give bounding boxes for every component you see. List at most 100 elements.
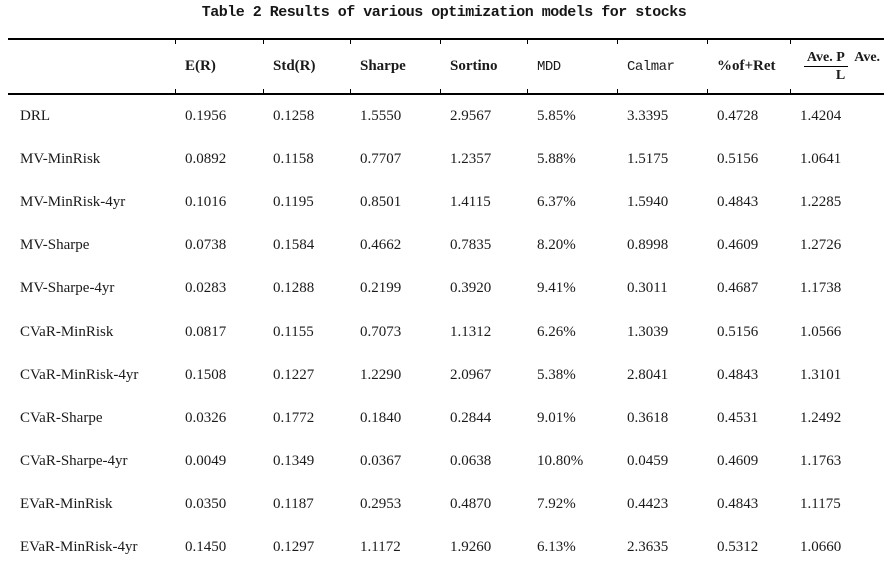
cell-value: 0.0326: [185, 409, 227, 426]
table-row: CVaR-MinRisk 0.0817 0.1155 0.7073 1.1312 6.26…: [8, 310, 884, 353]
header-sharpe: Sharpe: [360, 58, 406, 74]
cell-value: 6.26%: [537, 323, 576, 340]
column-boundary-tick: [617, 40, 618, 44]
row-label-model: MV-MinRisk-4yr: [20, 194, 126, 211]
cell-value: 0.2844: [450, 409, 492, 426]
cell-value: 0.2953: [360, 495, 402, 512]
fraction-numerator: Ave. P: [803, 50, 848, 67]
column-boundary-tick: [790, 40, 791, 44]
column-boundary-tick: [175, 40, 176, 44]
cell-value: 0.0049: [185, 452, 227, 469]
cell-value: 0.1772: [273, 409, 315, 426]
table-header-row: E(R) Std(R) Sharpe Sortino MDD Calmar %o…: [8, 38, 884, 95]
cell-value: 0.1956: [185, 108, 227, 125]
cell-value: 2.3635: [627, 538, 669, 555]
header-pct-positive-return: %of+Ret: [717, 58, 776, 74]
cell-value: 0.1227: [273, 366, 315, 383]
table-row: DRL 0.1956 0.1258 1.5550 2.9567 5.85% 3.3395 0.…: [8, 95, 884, 138]
cell-value: 0.7707: [360, 151, 402, 168]
cell-value: 0.5156: [717, 151, 759, 168]
column-boundary-tick: [617, 89, 618, 93]
cell-value: 3.3395: [627, 108, 669, 125]
cell-value: 1.3101: [800, 366, 842, 383]
column-boundary-tick: [350, 40, 351, 44]
header-avep-over-avel: Ave. P Ave. L: [790, 49, 884, 84]
table-row: CVaR-MinRisk-4yr 0.1508 0.1227 1.2290 2.0967…: [8, 354, 884, 397]
cell-value: 8.20%: [537, 237, 576, 254]
table-row: EVaR-MinRisk-4yr 0.1450 0.1297 1.1172 1.9260…: [8, 526, 884, 569]
row-label-model: MV-MinRisk: [20, 151, 101, 168]
table-row: MV-MinRisk 0.0892 0.1158 0.7707 1.2357 5.88% 1…: [8, 138, 884, 181]
cell-value: 0.1288: [273, 280, 315, 297]
column-boundary-tick: [707, 89, 708, 93]
table-caption: Table 2 Results of various optimization …: [201, 4, 687, 21]
cell-value: 0.5312: [717, 538, 759, 555]
cell-value: 1.9260: [450, 538, 492, 555]
cell-value: 0.2199: [360, 280, 402, 297]
cell-value: 0.4843: [717, 495, 759, 512]
cell-value: 1.0660: [800, 538, 842, 555]
cell-value: 1.5940: [627, 194, 669, 211]
cell-value: 1.0641: [800, 151, 842, 168]
column-boundary-tick: [350, 89, 351, 93]
cell-value: 1.2285: [800, 194, 842, 211]
cell-value: 0.7835: [450, 237, 492, 254]
cell-value: 0.0367: [360, 452, 402, 469]
cell-value: 0.0459: [627, 452, 669, 469]
cell-value: 1.2290: [360, 366, 402, 383]
cell-value: 2.0967: [450, 366, 492, 383]
cell-value: 1.1175: [800, 495, 841, 512]
column-boundary-tick: [263, 40, 264, 44]
cell-value: 1.0566: [800, 323, 842, 340]
cell-value: 6.13%: [537, 538, 576, 555]
column-boundary-tick: [263, 89, 264, 93]
cell-value: 0.4687: [717, 280, 759, 297]
cell-value: 0.1016: [185, 194, 227, 211]
cell-value: 0.1840: [360, 409, 402, 426]
row-label-model: CVaR-MinRisk: [20, 323, 114, 340]
cell-value: 1.2726: [800, 237, 842, 254]
cell-value: 0.0738: [185, 237, 227, 254]
cell-value: 1.2357: [450, 151, 492, 168]
cell-value: 0.1297: [273, 538, 315, 555]
cell-value: 0.1195: [273, 194, 314, 211]
cell-value: 9.41%: [537, 280, 576, 297]
table-row: MV-Sharpe 0.0738 0.1584 0.4662 0.7835 8.20% 0.…: [8, 224, 884, 267]
cell-value: 0.1258: [273, 108, 315, 125]
row-label-model: CVaR-Sharpe: [20, 409, 103, 426]
cell-value: 0.4870: [450, 495, 492, 512]
cell-value: 0.0350: [185, 495, 227, 512]
cell-value: 0.8998: [627, 237, 669, 254]
cell-value: 0.4728: [717, 108, 759, 125]
cell-value: 0.7073: [360, 323, 402, 340]
cell-value: 0.4423: [627, 495, 669, 512]
table-row: MV-MinRisk-4yr 0.1016 0.1195 0.8501 1.4115 6.…: [8, 181, 884, 224]
column-boundary-tick: [440, 40, 441, 44]
cell-value: 7.92%: [537, 495, 576, 512]
cell-value: 2.9567: [450, 108, 492, 125]
cell-value: 0.0817: [185, 323, 227, 340]
cell-value: 0.4843: [717, 194, 759, 211]
column-boundary-tick: [175, 89, 176, 93]
header-mdd: MDD: [537, 58, 561, 75]
header-std-return: Std(R): [273, 58, 316, 74]
table-body: DRL 0.1956 0.1258 1.5550 2.9567 5.85% 3.3395 0.…: [8, 95, 884, 569]
row-label-model: MV-Sharpe-4yr: [20, 280, 115, 297]
column-boundary-tick: [707, 40, 708, 44]
cell-value: 5.85%: [537, 108, 576, 125]
cell-value: 0.1508: [185, 366, 227, 383]
cell-value: 0.1584: [273, 237, 315, 254]
header-expected-return: E(R): [185, 58, 216, 74]
cell-value: 0.1155: [273, 323, 314, 340]
cell-value: 0.4609: [717, 237, 759, 254]
cell-value: 0.1349: [273, 452, 315, 469]
column-boundary-tick: [527, 40, 528, 44]
cell-value: 1.1763: [800, 452, 842, 469]
cell-value: 0.4662: [360, 237, 402, 254]
cell-value: 10.80%: [537, 452, 584, 469]
cell-value: 0.1450: [185, 538, 227, 555]
cell-value: 0.0638: [450, 452, 492, 469]
table-row: CVaR-Sharpe-4yr 0.0049 0.1349 0.0367 0.0638 1…: [8, 440, 884, 483]
cell-value: 1.1738: [800, 280, 842, 297]
